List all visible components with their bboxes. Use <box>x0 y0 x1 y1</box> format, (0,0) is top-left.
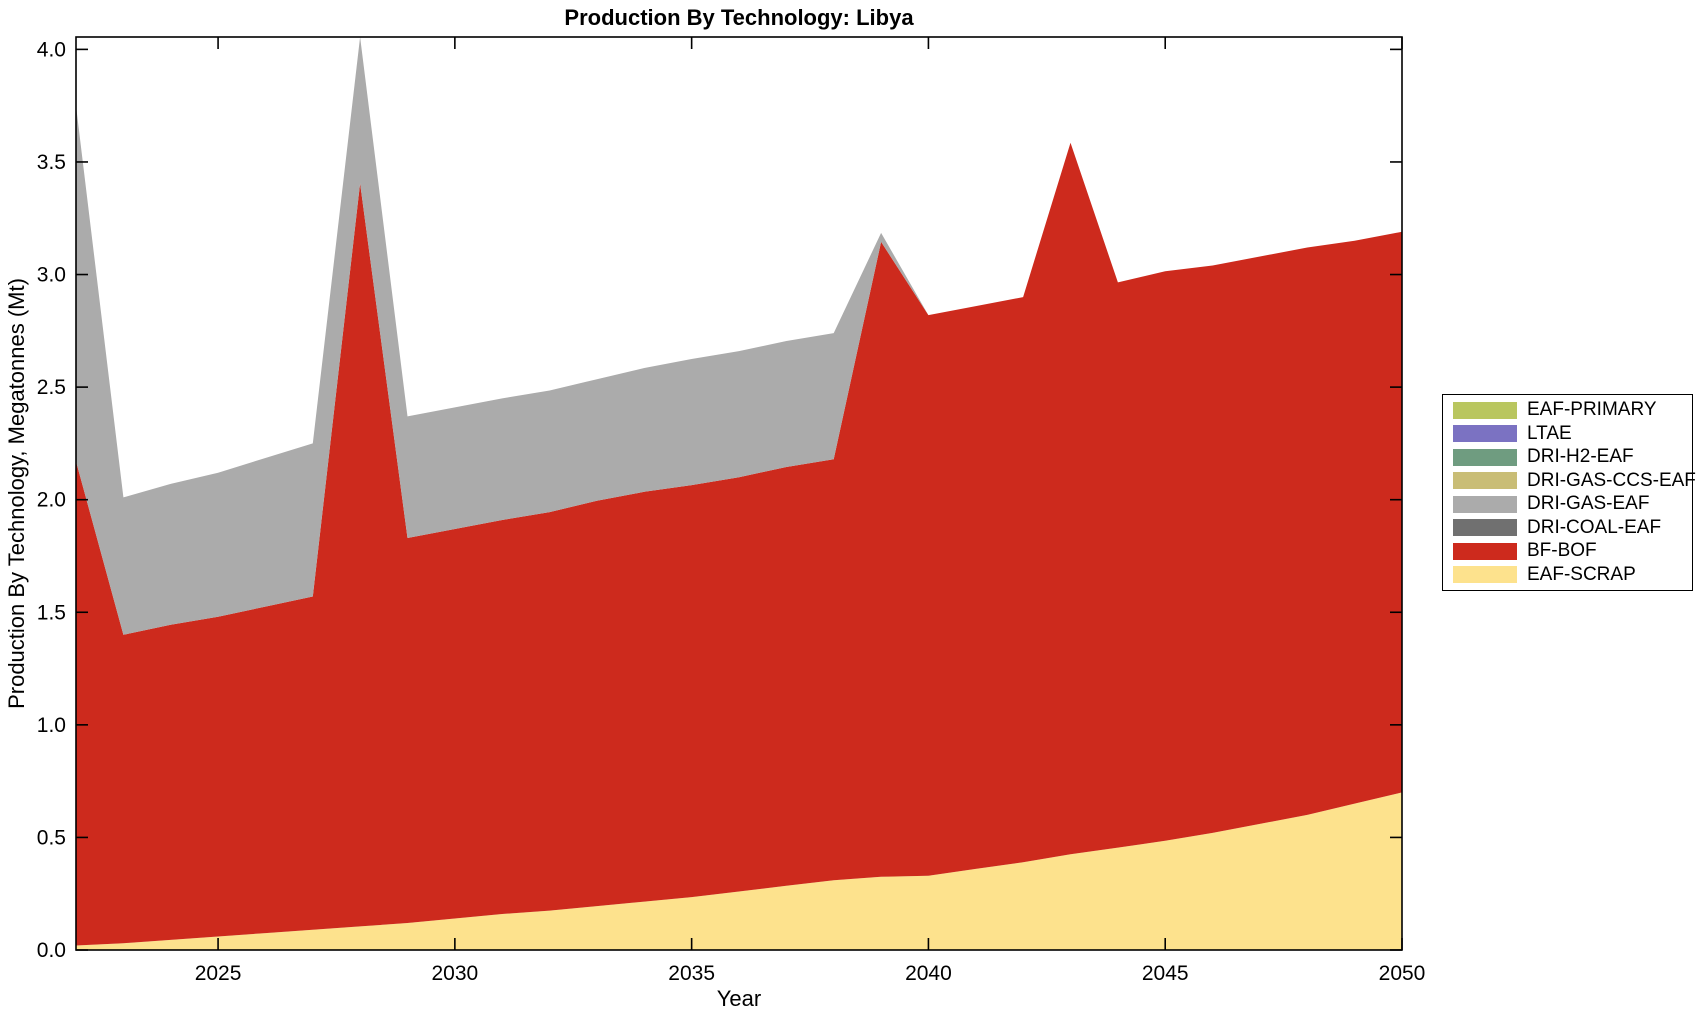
area-bf-bof <box>76 142 1402 946</box>
y-tick-label: 3.0 <box>37 264 66 287</box>
legend-item-eaf-scrap: EAF-SCRAP <box>1453 563 1686 586</box>
x-tick-label: 2025 <box>195 962 242 985</box>
x-axis-label: Year <box>717 986 761 1011</box>
x-tick-label: 2045 <box>1142 962 1189 985</box>
chart-title: Production By Technology: Libya <box>564 5 914 30</box>
x-tick-label: 2040 <box>905 962 952 985</box>
legend-item-dri-coal-eaf: DRI-COAL-EAF <box>1453 516 1686 539</box>
legend-swatch <box>1453 472 1517 490</box>
legend-item-ltae: LTAE <box>1453 422 1686 445</box>
axes: 2025 2030 2035 2040 2045 2050 0.0 0.5 1.0 1.5 2.0 2… <box>37 36 1426 985</box>
legend-swatch <box>1453 448 1517 466</box>
y-tick-label: 1.5 <box>37 601 66 624</box>
x-tick-label: 2050 <box>1379 962 1426 985</box>
y-tick-label: 2.5 <box>37 376 66 399</box>
y-tick-label: 1.0 <box>37 714 66 737</box>
area-eaf-scrap <box>76 792 1402 950</box>
legend-label: EAF-SCRAP <box>1527 563 1636 585</box>
y-tick-label: 2.0 <box>37 489 66 512</box>
legend-label: DRI-COAL-EAF <box>1527 516 1662 538</box>
y-tick-label: 4.0 <box>37 38 66 61</box>
legend-swatch <box>1453 519 1517 537</box>
legend-swatch <box>1453 425 1517 443</box>
area-dri-gas-eaf <box>76 37 1402 635</box>
y-tick-label: 0.0 <box>37 939 66 962</box>
x-tick-label: 2030 <box>431 962 478 985</box>
plot-frame <box>75 36 1403 951</box>
legend-item-dri-h2-eaf: DRI-H2-EAF <box>1453 446 1686 469</box>
legend-label: DRI-GAS-CCS-EAF <box>1527 469 1696 491</box>
legend-label: DRI-GAS-EAF <box>1527 493 1650 515</box>
legend-label: DRI-H2-EAF <box>1527 446 1634 468</box>
legend: EAF-PRIMARY LTAE DRI-H2-EAF DRI-GAS-CCS-EAF… <box>1442 394 1696 591</box>
x-tick-label: 2035 <box>668 962 715 985</box>
y-axis-label: Production By Technology, Megatonnes (Mt… <box>4 278 29 709</box>
legend-item-eaf-primary: EAF-PRIMARY <box>1453 399 1686 422</box>
legend-swatch <box>1453 401 1517 419</box>
legend-swatch <box>1453 566 1517 584</box>
y-tick-label: 3.5 <box>37 151 66 174</box>
legend-swatch <box>1453 542 1517 560</box>
legend-label: BF-BOF <box>1527 540 1597 562</box>
legend-swatch <box>1453 495 1517 513</box>
legend-item-dri-gas-eaf: DRI-GAS-EAF <box>1453 493 1686 516</box>
legend-item-bf-bof: BF-BOF <box>1453 540 1686 563</box>
y-tick-label: 0.5 <box>37 826 66 849</box>
legend-item-dri-gas-ccs-eaf: DRI-GAS-CCS-EAF <box>1453 469 1696 492</box>
legend-label: LTAE <box>1527 422 1572 444</box>
legend-label: EAF-PRIMARY <box>1527 399 1657 421</box>
stacked-areas <box>76 37 1402 950</box>
